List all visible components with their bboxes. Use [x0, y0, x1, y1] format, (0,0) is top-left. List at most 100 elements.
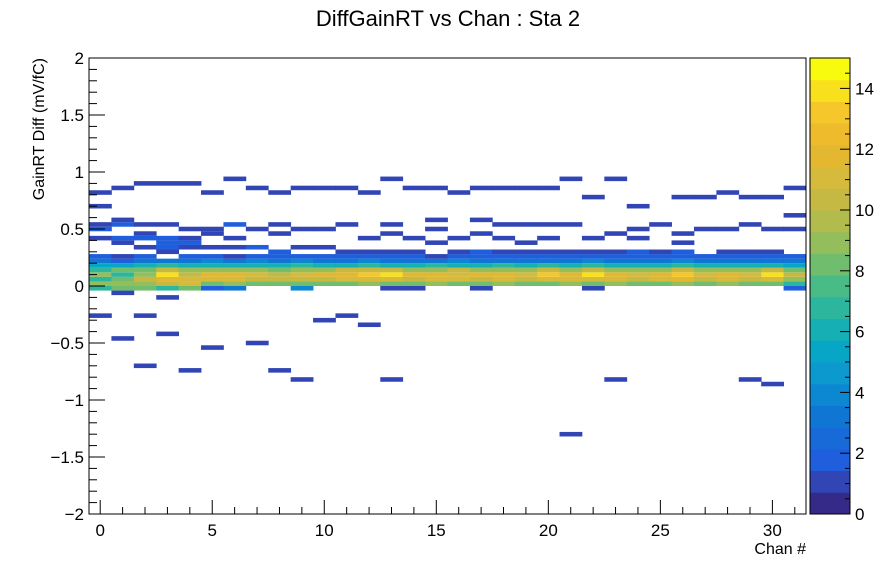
heatmap-cell: [156, 258, 180, 264]
heatmap-cell: [223, 176, 247, 182]
heatmap-cell: [201, 231, 224, 236]
heatmap-cell: [447, 254, 471, 259]
heatmap-cell: [223, 276, 247, 282]
y-tick-label: −0.5: [50, 334, 84, 353]
heatmap-cell: [89, 313, 112, 318]
heatmap-cell: [201, 258, 224, 264]
heatmap-cell: [201, 263, 224, 268]
heatmap-cell: [402, 286, 426, 291]
heatmap-cell: [402, 249, 426, 255]
heatmap-cell: [738, 222, 762, 227]
heatmap-cell: [469, 276, 493, 282]
heatmap-cell: [201, 244, 224, 250]
heatmap-cell: [425, 185, 448, 191]
heatmap-cell: [357, 267, 381, 273]
heatmap-cell: [178, 286, 202, 291]
heatmap-cell: [559, 281, 583, 286]
heatmap-cell: [357, 235, 381, 241]
heatmap-cell: [223, 267, 247, 273]
heatmap-cell: [537, 222, 560, 227]
heatmap-cell: [290, 272, 314, 277]
heatmap-cell: [111, 290, 135, 296]
colorbar-tick-label: 10: [855, 201, 874, 220]
heatmap-cell: [335, 254, 359, 259]
heatmap-cell: [738, 377, 762, 382]
heatmap-cell: [761, 254, 784, 259]
heatmap-cell: [581, 258, 605, 264]
heatmap-cell: [738, 249, 762, 255]
heatmap-cell: [716, 276, 740, 282]
heatmap-cell: [313, 281, 336, 286]
heatmap-cell: [133, 276, 157, 282]
heatmap-cell: [761, 267, 784, 273]
heatmap-cell: [559, 431, 583, 437]
heatmap-cell: [223, 258, 247, 264]
heatmap-cell: [581, 249, 605, 255]
heatmap-cell: [313, 258, 336, 264]
heatmap-cell: [537, 281, 560, 286]
heatmap-cell: [492, 235, 516, 241]
heatmap-cell: [156, 263, 180, 268]
y-tick-label: 0: [75, 277, 84, 296]
heatmap-cell: [581, 235, 605, 241]
heatmap-cell: [783, 281, 807, 286]
heatmap-cell: [133, 231, 157, 236]
heatmap-cell: [335, 222, 359, 227]
heatmap-cell: [245, 276, 269, 282]
heatmap-cell: [268, 249, 292, 255]
heatmap-cell: [559, 176, 583, 182]
y-tick-label: −2: [65, 505, 84, 524]
heatmap-cell: [178, 181, 202, 186]
heatmap-cell: [492, 272, 516, 277]
heatmap-cell: [111, 281, 135, 286]
heatmap-cell: [469, 281, 493, 286]
heatmap-cell: [201, 254, 224, 259]
heatmap-cell: [783, 267, 807, 273]
heatmap-cell: [604, 263, 628, 268]
heatmap-cell: [133, 244, 157, 250]
heatmap-cell: [380, 254, 404, 259]
heatmap-cell: [313, 317, 336, 323]
colorbar-segment: [810, 79, 850, 102]
heatmap-cell: [335, 313, 359, 318]
heatmap-cell: [492, 267, 516, 273]
heatmap-cell: [133, 263, 157, 268]
heatmap-cell: [156, 267, 180, 273]
heatmap-cell: [537, 249, 560, 255]
heatmap-cell: [380, 258, 404, 264]
x-tick-label: 0: [95, 521, 104, 540]
heatmap-cell: [245, 258, 269, 264]
heatmap-cell: [245, 254, 269, 259]
heatmap-cell: [492, 249, 516, 255]
heatmap-cell: [380, 272, 404, 277]
heatmap-cell: [514, 240, 538, 245]
heatmap-cell: [111, 235, 135, 241]
heatmap-cell: [133, 254, 157, 259]
heatmap-cell: [133, 222, 157, 227]
heatmap-cell: [693, 194, 717, 200]
colorbar-tick-label: 8: [855, 262, 864, 281]
heatmap-cell: [133, 313, 157, 318]
heatmap-cell: [335, 249, 359, 255]
heatmap-cell: [716, 263, 740, 268]
heatmap-cell: [156, 222, 180, 227]
heatmap-cell: [111, 258, 135, 264]
heatmap-cell: [693, 267, 717, 273]
heatmap-cell: [671, 267, 695, 273]
heatmap-cell: [626, 226, 650, 232]
heatmap-cell: [268, 222, 292, 227]
colorbar-tick-label: 0: [855, 505, 864, 524]
heatmap-cell: [738, 272, 762, 277]
heatmap-cell: [89, 267, 112, 273]
heatmap-cell: [626, 276, 650, 282]
heatmap-cell: [581, 276, 605, 282]
heatmap-cell: [469, 272, 493, 277]
heatmap-cell: [380, 249, 404, 255]
heatmap-cell: [178, 368, 202, 373]
heatmap-cell: [178, 272, 202, 277]
colorbar-segment: [810, 318, 850, 341]
heatmap-cell: [178, 244, 202, 250]
heatmap-cell: [514, 272, 538, 277]
heatmap-cell: [761, 272, 784, 277]
